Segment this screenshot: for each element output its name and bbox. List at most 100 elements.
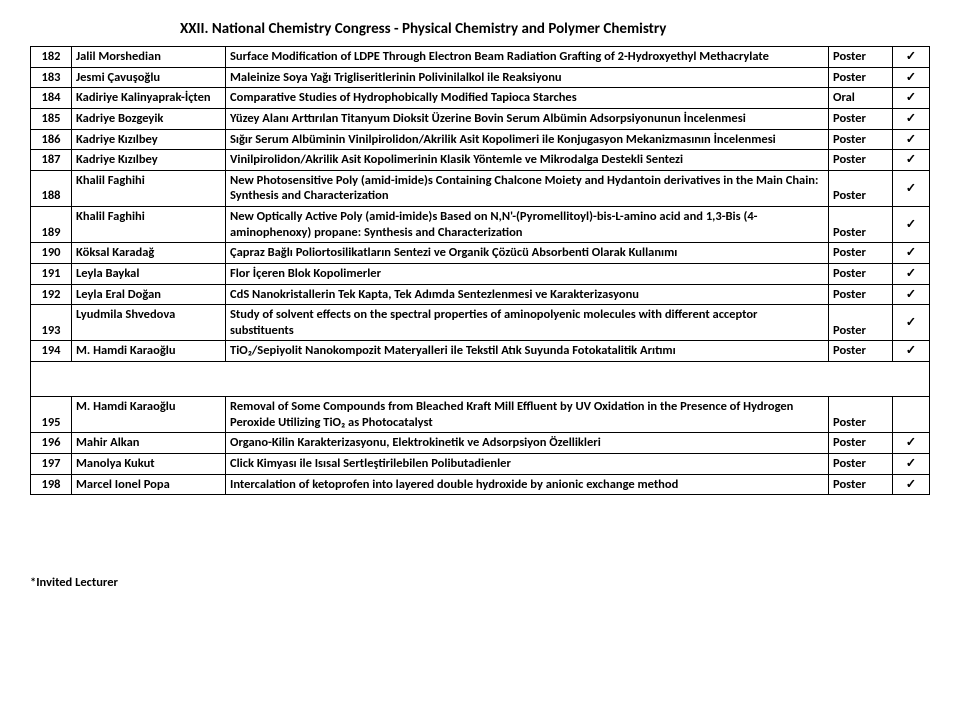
author-cell: Jalil Morshedian xyxy=(72,47,226,68)
type-cell: Poster xyxy=(829,433,893,454)
author-cell: M. Hamdi Karaoğlu xyxy=(72,341,226,362)
table-row: 189Khalil FaghihiNew Optically Active Po… xyxy=(31,207,930,243)
type-cell: Poster xyxy=(829,305,893,341)
type-cell: Poster xyxy=(829,341,893,362)
table-row: 195M. Hamdi KaraoğluRemoval of Some Comp… xyxy=(31,397,930,433)
type-cell: Poster xyxy=(829,150,893,171)
row-number: 189 xyxy=(31,207,72,243)
author-cell: Manolya Kukut xyxy=(72,453,226,474)
row-number: 191 xyxy=(31,263,72,284)
type-cell: Oral xyxy=(829,88,893,109)
row-number: 187 xyxy=(31,150,72,171)
check-icon: ✓ xyxy=(893,284,930,305)
row-number: 184 xyxy=(31,88,72,109)
type-cell: Poster xyxy=(829,67,893,88)
table-row: 186Kadriye KızılbeySığır Serum Albüminin… xyxy=(31,129,930,150)
table-row: 185Kadriye BozgeyikYüzey Alanı Arttırıla… xyxy=(31,108,930,129)
type-cell: Poster xyxy=(829,108,893,129)
check-icon: ✓ xyxy=(893,207,930,243)
paper-title-cell: Intercalation of ketoprofen into layered… xyxy=(226,474,829,495)
row-number: 186 xyxy=(31,129,72,150)
type-cell: Poster xyxy=(829,243,893,264)
row-number: 185 xyxy=(31,108,72,129)
author-cell: Lyudmila Shvedova xyxy=(72,305,226,341)
author-cell: Khalil Faghihi xyxy=(72,170,226,206)
type-cell: Poster xyxy=(829,207,893,243)
type-cell: Poster xyxy=(829,453,893,474)
table-row: 182Jalil MorshedianSurface Modification … xyxy=(31,47,930,68)
row-number: 198 xyxy=(31,474,72,495)
table-row: 197Manolya KukutClick Kimyası ile Isısal… xyxy=(31,453,930,474)
paper-title-cell: Maleinize Soya Yağı Trigliseritlerinin P… xyxy=(226,67,829,88)
paper-title-cell: Vinilpirolidon/Akrilik Asit Kopolimerini… xyxy=(226,150,829,171)
check-icon: ✓ xyxy=(893,474,930,495)
type-cell: Poster xyxy=(829,263,893,284)
table-row: 187Kadriye KızılbeyVinilpirolidon/Akrili… xyxy=(31,150,930,171)
check-icon: ✓ xyxy=(893,453,930,474)
table-row: 198Marcel Ionel PopaIntercalation of ket… xyxy=(31,474,930,495)
check-icon: ✓ xyxy=(893,263,930,284)
check-icon: ✓ xyxy=(893,305,930,341)
paper-title-cell: Removal of Some Compounds from Bleached … xyxy=(226,397,829,433)
check-icon: ✓ xyxy=(893,150,930,171)
check-icon: ✓ xyxy=(893,47,930,68)
row-number: 188 xyxy=(31,170,72,206)
table-row: 196Mahir AlkanOrgano-Kilin Karakterizasy… xyxy=(31,433,930,454)
check-icon xyxy=(893,397,930,433)
author-cell: Kadriye Kızılbey xyxy=(72,129,226,150)
row-number: 193 xyxy=(31,305,72,341)
spacer-cell xyxy=(31,362,930,397)
check-icon: ✓ xyxy=(893,243,930,264)
row-number: 183 xyxy=(31,67,72,88)
type-cell: Poster xyxy=(829,397,893,433)
row-number: 182 xyxy=(31,47,72,68)
author-cell: Mahir Alkan xyxy=(72,433,226,454)
table-row: 191Leyla BaykalFlor İçeren Blok Kopolime… xyxy=(31,263,930,284)
author-cell: Leyla Baykal xyxy=(72,263,226,284)
check-icon: ✓ xyxy=(893,108,930,129)
papers-table: 182Jalil MorshedianSurface Modification … xyxy=(30,46,930,495)
paper-title-cell: Sığır Serum Albüminin Vinilpirolidon/Akr… xyxy=(226,129,829,150)
table-row: 193Lyudmila ShvedovaStudy of solvent eff… xyxy=(31,305,930,341)
author-cell: Leyla Eral Doğan xyxy=(72,284,226,305)
type-cell: Poster xyxy=(829,170,893,206)
check-icon: ✓ xyxy=(893,67,930,88)
table-row: 192Leyla Eral DoğanCdS Nanokristallerin … xyxy=(31,284,930,305)
type-cell: Poster xyxy=(829,284,893,305)
check-icon: ✓ xyxy=(893,129,930,150)
paper-title-cell: TiO₂/Sepiyolit Nanokompozit Materyalleri… xyxy=(226,341,829,362)
table-row: 194M. Hamdi KaraoğluTiO₂/Sepiyolit Nanok… xyxy=(31,341,930,362)
table-row: 190Köksal KaradağÇapraz Bağlı Poliortosi… xyxy=(31,243,930,264)
table-row: 183Jesmi ÇavuşoğluMaleinize Soya Yağı Tr… xyxy=(31,67,930,88)
author-cell: Jesmi Çavuşoğlu xyxy=(72,67,226,88)
check-icon: ✓ xyxy=(893,341,930,362)
author-cell: Kadriye Bozgeyik xyxy=(72,108,226,129)
author-cell: M. Hamdi Karaoğlu xyxy=(72,397,226,433)
paper-title-cell: New Photosensitive Poly (amid-imide)s Co… xyxy=(226,170,829,206)
row-number: 195 xyxy=(31,397,72,433)
type-cell: Poster xyxy=(829,47,893,68)
paper-title-cell: Comparative Studies of Hydrophobically M… xyxy=(226,88,829,109)
check-icon: ✓ xyxy=(893,433,930,454)
author-cell: Marcel Ionel Popa xyxy=(72,474,226,495)
row-number: 196 xyxy=(31,433,72,454)
paper-title-cell: New Optically Active Poly (amid-imide)s … xyxy=(226,207,829,243)
row-number: 190 xyxy=(31,243,72,264)
paper-title-cell: Study of solvent effects on the spectral… xyxy=(226,305,829,341)
type-cell: Poster xyxy=(829,129,893,150)
table-row: 184Kadiriye Kalinyaprak-İçtenComparative… xyxy=(31,88,930,109)
paper-title-cell: Yüzey Alanı Arttırılan Titanyum Dioksit … xyxy=(226,108,829,129)
author-cell: Khalil Faghihi xyxy=(72,207,226,243)
paper-title-cell: Organo-Kilin Karakterizasyonu, Elektroki… xyxy=(226,433,829,454)
page-title: XXII. National Chemistry Congress - Phys… xyxy=(180,20,930,38)
row-number: 192 xyxy=(31,284,72,305)
type-cell: Poster xyxy=(829,474,893,495)
footer-note: *Invited Lecturer xyxy=(30,575,930,590)
check-icon: ✓ xyxy=(893,88,930,109)
paper-title-cell: CdS Nanokristallerin Tek Kapta, Tek Adım… xyxy=(226,284,829,305)
paper-title-cell: Click Kimyası ile Isısal Sertleştirilebi… xyxy=(226,453,829,474)
paper-title-cell: Flor İçeren Blok Kopolimerler xyxy=(226,263,829,284)
row-number: 194 xyxy=(31,341,72,362)
paper-title-cell: Surface Modification of LDPE Through Ele… xyxy=(226,47,829,68)
author-cell: Kadriye Kızılbey xyxy=(72,150,226,171)
